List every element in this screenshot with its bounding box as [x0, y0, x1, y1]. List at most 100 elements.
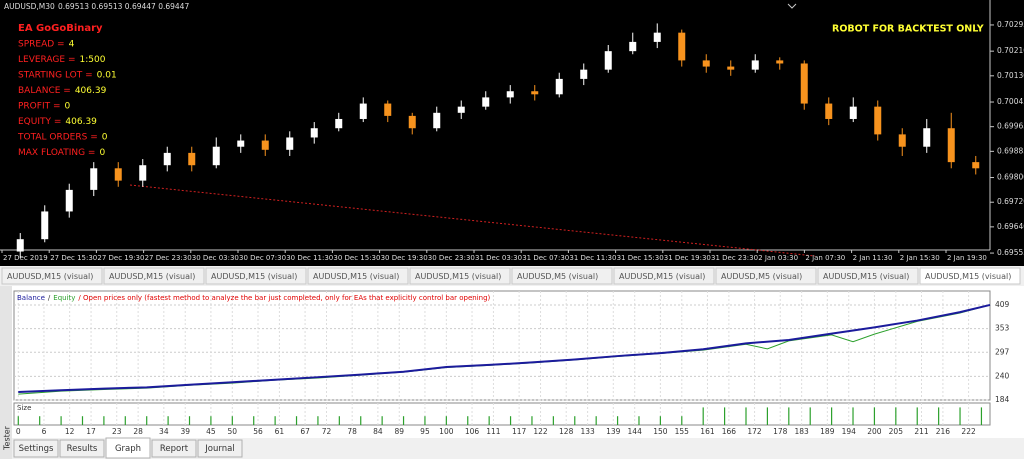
- side-label: Tester: [3, 425, 12, 451]
- x-tick-label: 61: [275, 427, 285, 436]
- legend-separator: /: [48, 294, 51, 302]
- x-tick-label: 144: [628, 427, 643, 436]
- candle-body: [898, 134, 906, 147]
- bottom-tab[interactable]: [13, 439, 59, 458]
- chart-shift-marker: [787, 3, 797, 9]
- candle-body: [408, 115, 416, 129]
- candle-body: [604, 51, 612, 70]
- bottom-tab-strip: [12, 438, 1024, 459]
- legend-note: / Open prices only (fastest method to an…: [78, 294, 490, 302]
- candle-body: [16, 239, 24, 252]
- legend-balance: Balance: [17, 294, 45, 302]
- x-tick-label: 39: [180, 427, 190, 436]
- x-tick-label: 139: [606, 427, 621, 436]
- chart-tab-label: AUDUSD,M15 (visual): [415, 272, 501, 281]
- ea-info-value: 0.01: [97, 71, 117, 81]
- graph-frame: [13, 290, 991, 401]
- bottom-tab[interactable]: [151, 439, 197, 458]
- candle-body: [457, 106, 465, 113]
- x-tick-label: 189: [820, 427, 835, 436]
- ea-info-value: 0: [65, 102, 71, 112]
- quote-header: 0.69513 0.69513 0.69447 0.69447: [58, 2, 189, 11]
- candle-body: [359, 103, 367, 119]
- price-tick-label: 0.69555: [997, 248, 1024, 257]
- x-tick-label: 17: [86, 427, 96, 436]
- ea-info-label: BALANCE =: [18, 86, 71, 96]
- x-tick-label: 67: [300, 427, 310, 436]
- x-tick-label: 183: [794, 427, 809, 436]
- x-tick-label: 12: [65, 427, 75, 436]
- time-label: 30 Dec 07:30: [239, 254, 286, 262]
- chart-tab-label: AUDUSD,M15 (visual): [211, 272, 297, 281]
- chart-tab[interactable]: [817, 267, 919, 285]
- x-tick-label: 194: [842, 427, 857, 436]
- x-tick-label: 34: [159, 427, 169, 436]
- chart-tab[interactable]: [409, 267, 511, 285]
- chart-tab[interactable]: [205, 267, 307, 285]
- x-tick-label: 0: [16, 427, 21, 436]
- time-label: 31 Dec 11:30: [569, 254, 616, 262]
- time-label: 2 Jan 07:30: [805, 254, 845, 262]
- candle-body: [751, 60, 759, 70]
- x-tick-label: 50: [228, 427, 238, 436]
- x-tick-label: 28: [133, 427, 143, 436]
- x-tick-label: 122: [533, 427, 548, 436]
- candle-body: [727, 66, 735, 70]
- ea-info-value: 0: [99, 148, 105, 158]
- bottom-tab[interactable]: [197, 439, 243, 458]
- chart-tab[interactable]: [103, 267, 205, 285]
- candle-body: [874, 106, 882, 135]
- candle-body: [65, 189, 73, 212]
- chart-tab[interactable]: [511, 267, 613, 285]
- x-tick-label: 205: [889, 427, 904, 436]
- chart-tab[interactable]: [1, 267, 103, 285]
- chart-tab-label: AUDUSD,M15 (visual): [109, 272, 195, 281]
- x-tick-label: 161: [700, 427, 715, 436]
- candle-body: [237, 140, 245, 147]
- candle-body: [653, 32, 661, 42]
- price-tick-label: 0.69885: [997, 146, 1024, 155]
- candle-body: [972, 162, 980, 169]
- x-tick-label: 100: [439, 427, 454, 436]
- ea-info-label: STARTING LOT =: [18, 71, 93, 81]
- candle-body: [849, 106, 857, 119]
- x-tick-label: 211: [914, 427, 929, 436]
- bottom-tab[interactable]: [59, 439, 105, 458]
- chart-tab-label: AUDUSD,M15 (visual): [619, 272, 705, 281]
- x-tick-label: 133: [580, 427, 595, 436]
- candle-body: [139, 165, 147, 181]
- time-label: 31 Dec 07:30: [522, 254, 569, 262]
- x-tick-label: 78: [347, 427, 357, 436]
- time-label: 31 Dec 03:30: [475, 254, 522, 262]
- chart-tab[interactable]: [307, 267, 409, 285]
- legend-equity: Equity: [53, 294, 75, 302]
- time-label: 2 Jan 03:30: [758, 254, 798, 262]
- ea-info-label: LEVERAGE =: [18, 55, 76, 65]
- x-tick-label: 89: [394, 427, 404, 436]
- candle-body: [506, 91, 514, 98]
- chart-tab[interactable]: [613, 267, 715, 285]
- chart-tab[interactable]: [715, 267, 817, 285]
- x-tick-label: 200: [867, 427, 882, 436]
- chart-tab-label: AUDUSD,M5 (visual): [517, 272, 598, 281]
- candle-body: [678, 32, 686, 61]
- time-label: 27 Dec 23:30: [145, 254, 192, 262]
- x-tick-label: 117: [512, 427, 527, 436]
- time-label: 27 Dec 2019: [3, 254, 48, 262]
- size-label: Size: [17, 404, 31, 412]
- bottom-tab[interactable]: [105, 437, 151, 459]
- candle-body: [776, 60, 784, 64]
- chart-tab-label: AUDUSD,M15 (visual): [313, 272, 399, 281]
- chart-tab[interactable]: [919, 267, 1021, 285]
- time-label: 30 Dec 15:30: [333, 254, 380, 262]
- candle-body: [41, 211, 49, 240]
- candle-body: [800, 63, 808, 104]
- candle-body: [310, 128, 318, 138]
- symbol-header: AUDUSD,M30: [4, 2, 55, 11]
- candle-body: [923, 128, 931, 147]
- price-chart-bg: [0, 0, 1024, 266]
- trend-line: [129, 184, 816, 257]
- candle-body: [531, 91, 539, 95]
- ea-info-value: 4: [69, 40, 75, 50]
